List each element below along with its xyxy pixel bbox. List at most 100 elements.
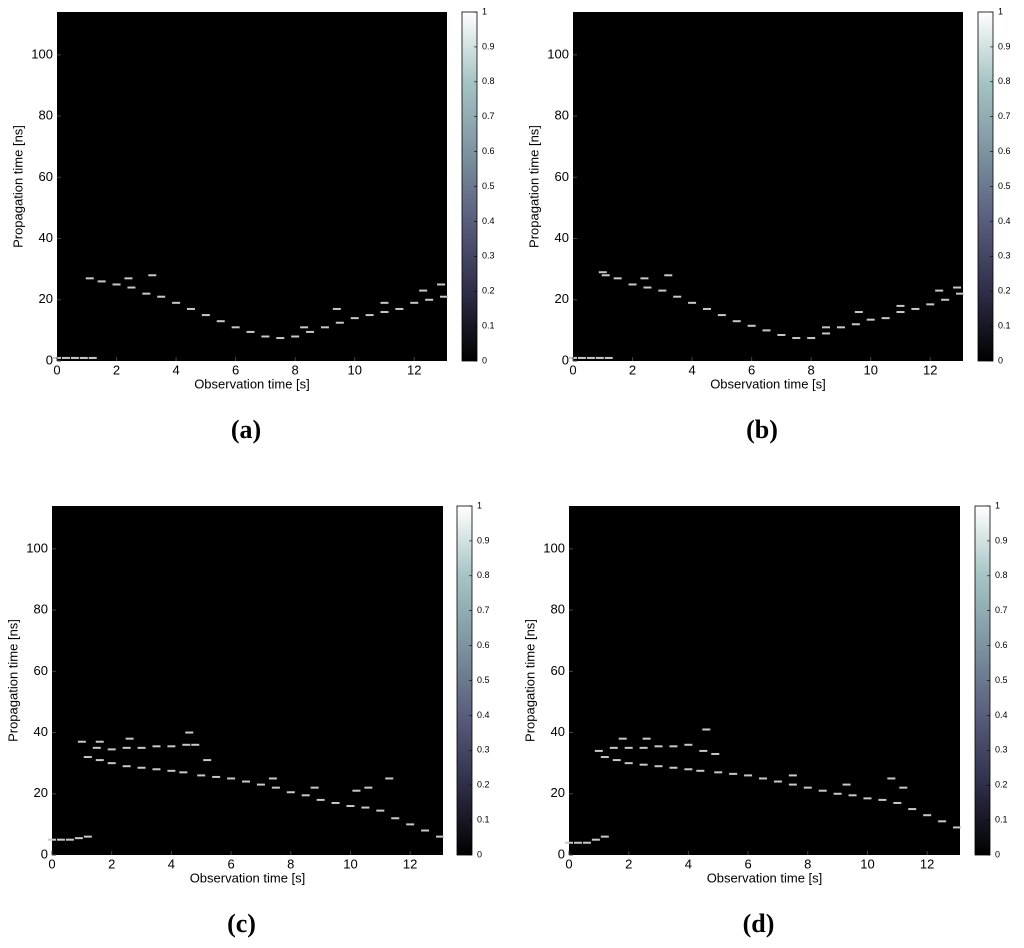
trace-pixel xyxy=(941,298,950,301)
trace-pixel xyxy=(639,763,648,766)
x-tick-label: 10 xyxy=(863,362,877,377)
trace-pixel xyxy=(600,756,609,759)
y-axis-label: Propagation time [ns] xyxy=(5,619,20,742)
trace-pixel xyxy=(122,765,131,768)
trace-pixel xyxy=(376,809,385,812)
colorbar-tick-label: 0.5 xyxy=(477,675,490,685)
trace-pixel xyxy=(744,774,753,777)
colorbar-tick-label: 0.9 xyxy=(477,535,490,545)
trace-pixel xyxy=(231,326,240,329)
trace-pixel xyxy=(167,769,176,772)
trace-pixel xyxy=(711,752,720,755)
panel-label: (c) xyxy=(227,909,256,938)
trace-pixel xyxy=(364,786,373,789)
x-axis-label: Observation time [s] xyxy=(710,376,826,391)
trace-pixel xyxy=(191,743,200,746)
colorbar-tick-label: 0.2 xyxy=(482,286,495,296)
trace-pixel xyxy=(591,838,600,841)
trace-pixel xyxy=(157,295,166,298)
trace-pixel xyxy=(935,289,944,292)
y-tick-label: 60 xyxy=(34,663,48,678)
trace-pixel xyxy=(604,356,613,359)
panel-label: (a) xyxy=(231,415,261,444)
colorbar-tick-label: 1 xyxy=(482,6,487,16)
trace-pixel xyxy=(658,289,667,292)
trace-pixel xyxy=(142,292,151,295)
trace-pixel xyxy=(122,746,131,749)
colorbar-tick-label: 0.5 xyxy=(482,181,495,191)
trace-pixel xyxy=(595,356,604,359)
trace-pixel xyxy=(306,330,315,333)
trace-pixel xyxy=(953,826,962,829)
trace-pixel xyxy=(332,307,341,310)
x-tick-label: 6 xyxy=(744,856,751,871)
trace-pixel xyxy=(271,786,280,789)
x-tick-label: 2 xyxy=(625,856,632,871)
trace-pixel xyxy=(702,728,711,731)
colorbar-tick-label: 0 xyxy=(995,849,1000,859)
colorbar-tick-label: 0.8 xyxy=(995,570,1008,580)
trace-pixel xyxy=(216,320,225,323)
trace-pixel xyxy=(848,794,857,797)
y-axis-label: Propagation time [ns] xyxy=(10,125,25,248)
y-tick-label: 40 xyxy=(39,230,53,245)
colorbar-tick-label: 0.7 xyxy=(995,605,1008,615)
trace-pixel xyxy=(836,326,845,329)
plot-area xyxy=(573,12,963,361)
trace-pixel xyxy=(654,745,663,748)
y-tick-label: 20 xyxy=(34,785,48,800)
trace-pixel xyxy=(227,777,236,780)
colorbar-tick-label: 0.6 xyxy=(995,640,1008,650)
x-tick-label: 12 xyxy=(923,362,937,377)
trace-pixel xyxy=(866,318,875,321)
y-tick-label: 100 xyxy=(543,540,565,555)
trace-pixel xyxy=(242,780,251,783)
trace-pixel xyxy=(565,841,573,844)
trace-pixel xyxy=(639,746,648,749)
trace-pixel xyxy=(911,307,920,310)
colorbar-tick-label: 0.3 xyxy=(998,251,1011,261)
colorbar-tick-label: 0.4 xyxy=(995,710,1008,720)
trace-pixel xyxy=(286,791,295,794)
trace-pixel xyxy=(601,274,610,277)
x-tick-label: 0 xyxy=(48,856,55,871)
trace-pixel xyxy=(107,748,116,751)
colorbar-tick-label: 0 xyxy=(477,849,482,859)
x-tick-label: 6 xyxy=(232,362,239,377)
y-tick-label: 40 xyxy=(34,724,48,739)
trace-pixel xyxy=(395,307,404,310)
trace-pixel xyxy=(896,304,905,307)
trace-pixel xyxy=(956,292,965,295)
trace-pixel xyxy=(908,808,917,811)
x-tick-label: 2 xyxy=(108,856,115,871)
colorbar-tick-label: 1 xyxy=(995,500,1000,510)
colorbar-tick-label: 0.1 xyxy=(995,814,1008,824)
trace-pixel xyxy=(854,311,863,314)
trace-pixel xyxy=(346,805,355,808)
trace-pixel xyxy=(440,295,449,298)
trace-pixel xyxy=(148,274,157,277)
trace-pixel xyxy=(85,277,94,280)
trace-pixel xyxy=(425,298,434,301)
plot-area xyxy=(52,506,443,855)
trace-pixel xyxy=(762,329,771,332)
colorbar-tick-label: 0.2 xyxy=(995,780,1008,790)
trace-pixel xyxy=(256,783,265,786)
trace-pixel xyxy=(83,835,92,838)
trace-pixel xyxy=(642,737,651,740)
x-tick-label: 0 xyxy=(569,362,576,377)
trace-pixel xyxy=(79,356,88,359)
trace-pixel xyxy=(352,789,361,792)
trace-pixel xyxy=(863,797,872,800)
y-tick-label: 80 xyxy=(555,108,569,123)
trace-pixel xyxy=(56,838,65,841)
colorbar-tick-label: 0.1 xyxy=(482,320,495,330)
y-tick-label: 100 xyxy=(26,540,48,555)
trace-pixel xyxy=(246,330,255,333)
trace-pixel xyxy=(612,759,621,762)
x-tick-label: 8 xyxy=(287,856,294,871)
trace-pixel xyxy=(732,320,741,323)
colorbar-tick-label: 0.6 xyxy=(477,640,490,650)
trace-pixel xyxy=(152,768,161,771)
